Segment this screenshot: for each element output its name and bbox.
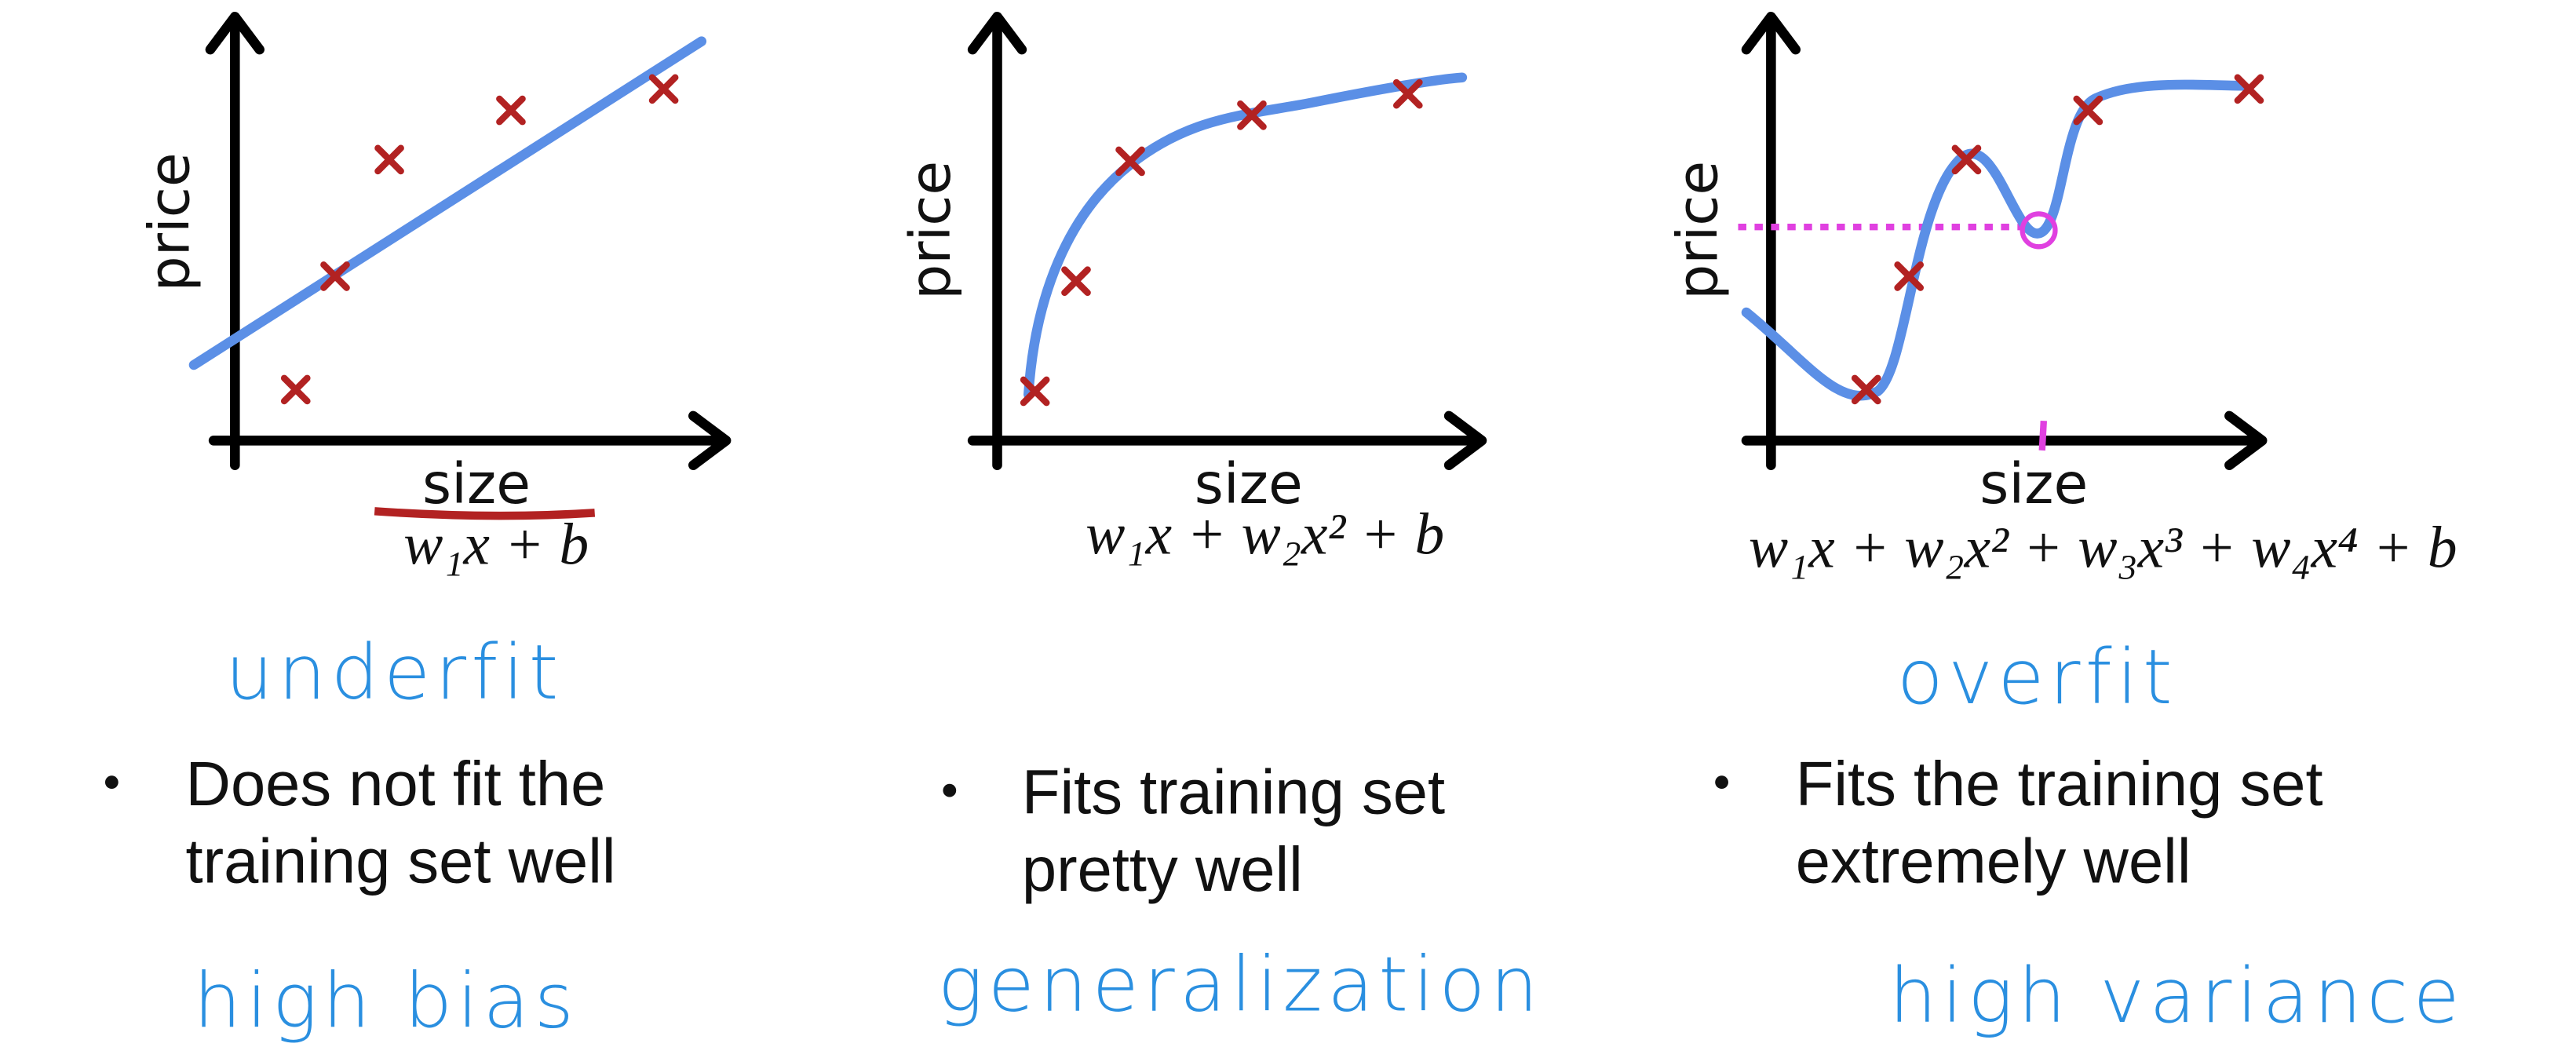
y-axis-label: price [1665,161,1730,300]
bullet-dot [104,775,119,790]
bullet-text: Fits training set [1022,757,1445,826]
plot-underfit [188,11,732,520]
fit-curve [1023,72,1468,399]
x-axis-label: size [1979,451,2088,516]
equation: w₁x + w₂x² + w₃x³ + w₄x⁴ + b [1749,515,2457,580]
data-points [284,78,675,401]
x-axis [208,410,732,470]
y-axis [205,11,265,470]
y-axis-label: price [898,161,963,300]
bullet-dot [1715,775,1728,790]
verdict: overfit [1897,633,2177,721]
strike [374,507,596,520]
data-points [1023,82,1419,403]
fit-curve [1741,79,2248,401]
bullet-text: Fits the training set [1796,749,2323,819]
y-axis [967,11,1027,470]
bullet-text: extremely well [1796,826,2191,896]
note: high variance [1889,952,2465,1040]
note: generalization [938,941,1543,1029]
bullet-text: pretty well [1022,834,1303,904]
bullet-text: Does not fit the [186,749,606,819]
bullet-dot [943,783,957,797]
data-points [1855,78,2260,401]
equation: w₁x + b [403,512,589,577]
highlight [2020,211,2058,250]
plot-overfit [1738,11,2268,470]
x-axis-label: size [1195,451,1303,516]
note: high bias [194,958,579,1045]
fit-line [188,36,707,370]
pink-tick [2038,420,2048,451]
x-axis [967,410,1487,470]
y-axis-label: price [137,152,203,291]
x-axis [1741,410,2268,470]
plot-fit [967,11,1487,470]
y-axis [1741,11,1801,470]
equation: w₁x + w₂x² + b [1085,502,1444,567]
x-axis-label: size [422,451,531,516]
verdict: underfit [225,629,564,717]
bullet-text: training set well [186,826,616,896]
